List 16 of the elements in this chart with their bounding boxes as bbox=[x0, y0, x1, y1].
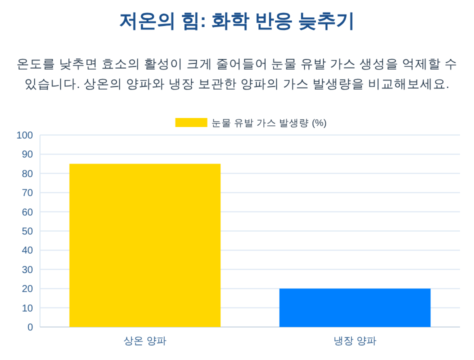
chart-title: 저온의 힘: 화학 반응 늦추기 bbox=[118, 10, 356, 34]
y-tick-label: 20 bbox=[22, 284, 34, 296]
y-tick-label: 10 bbox=[22, 303, 34, 314]
x-tick-label: 상온 양파 bbox=[124, 336, 166, 347]
y-tick-label: 80 bbox=[22, 168, 34, 180]
y-tick-label: 40 bbox=[22, 246, 34, 257]
chart-subtitle: 온도를 낮추면 효소의 활성이 크게 줄어들어 눈물 유발 가스 생성을 억제할 수 있습니다. 상온의 양파와 냉장 보관한 양파의 가스 발생량을 비교해보세요. bbox=[15, 56, 459, 93]
y-tick-label: 30 bbox=[22, 264, 34, 276]
y-tick-label: 90 bbox=[22, 150, 34, 161]
y-tick-label: 70 bbox=[22, 188, 34, 200]
y-tick-label: 50 bbox=[22, 226, 34, 238]
y-tick-label: 100 bbox=[16, 130, 34, 142]
x-tick-label: 냉장 양파 bbox=[334, 336, 376, 347]
y-tick-label: 0 bbox=[27, 322, 34, 334]
legend-label: 눈물 유발 가스 발생량 (%) bbox=[211, 118, 327, 129]
y-tick-label: 60 bbox=[22, 207, 34, 218]
